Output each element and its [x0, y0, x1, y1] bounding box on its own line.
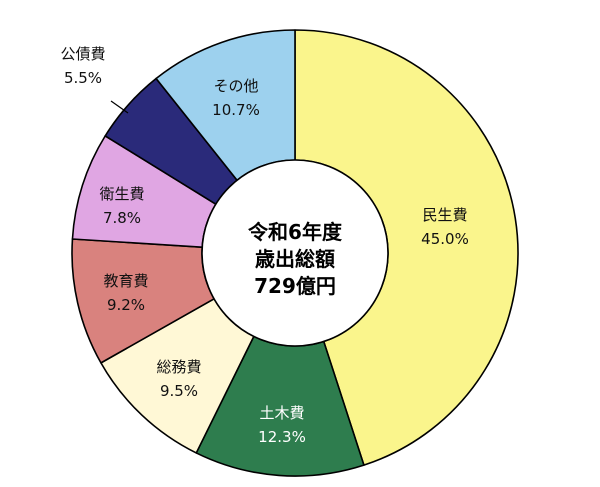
center-label: 令和6年度 歳出総額 729億円	[248, 220, 343, 298]
center-label-line-3: 729億円	[254, 274, 336, 298]
slice-value-教育費: 9.2%	[107, 296, 145, 314]
slice-label-公債費: 公債費	[60, 45, 105, 63]
chart-slices	[71, 29, 519, 477]
slice-label-土木費: 土木費	[259, 404, 304, 422]
donut-center-hole	[201, 159, 389, 347]
center-label-line-1: 令和6年度	[248, 220, 343, 244]
slice-value-衛生費: 7.8%	[103, 209, 141, 227]
center-label-line-2: 歳出総額	[255, 247, 335, 271]
slice-label-教育費: 教育費	[103, 272, 148, 290]
slice-value-その他: 10.7%	[212, 101, 260, 119]
slice-label-その他: その他	[213, 77, 258, 95]
slice-labels: 民生費 45.0% 土木費 12.3% 総務費 9.5% 教育費 9.2% 衛生費 7.8% 公債費…	[60, 45, 468, 446]
slice-label-衛生費: 衛生費	[99, 185, 144, 203]
slice-label-民生費: 民生費	[422, 206, 467, 224]
leader-line-公債費	[110, 100, 129, 114]
slice-value-土木費: 12.3%	[258, 428, 306, 446]
slice-value-公債費: 5.5%	[64, 69, 102, 87]
slice-value-民生費: 45.0%	[421, 230, 469, 248]
slice-label-総務費: 総務費	[156, 358, 201, 376]
slice-value-総務費: 9.5%	[160, 382, 198, 400]
